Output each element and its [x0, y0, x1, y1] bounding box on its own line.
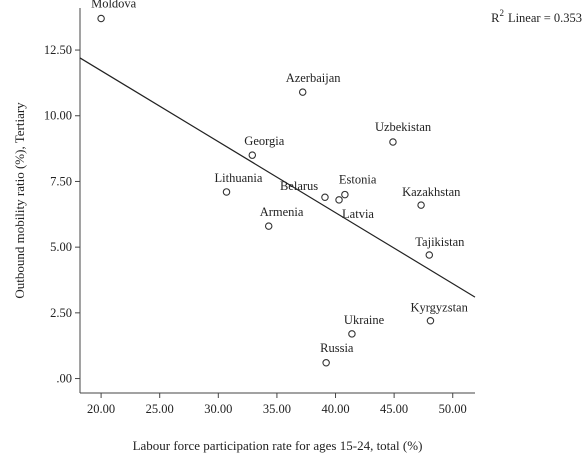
x-tick-label: 45.00: [380, 402, 408, 416]
y-axis-ticks: .00 2.50 5.00 7.50 10.00 12.50: [44, 43, 80, 386]
x-tick-label: 40.00: [321, 402, 349, 416]
data-point: [426, 316, 435, 325]
point-label: Uzbekistan: [375, 120, 432, 134]
point-labels: Moldova Azerbaijan Uzbekistan Georgia Lithua…: [91, 0, 469, 355]
point-label: Russia: [320, 341, 354, 355]
point-label: Lithuania: [215, 171, 263, 185]
point-label: Kazakhstan: [402, 185, 461, 199]
data-point: [417, 201, 425, 209]
x-tick-label: 50.00: [439, 402, 467, 416]
x-tick-label: 25.00: [146, 402, 174, 416]
plot-area: [79, 8, 475, 394]
r-squared-value: Linear = 0.353: [508, 11, 582, 25]
x-axis-ticks: 20.00 25.00 30.00 35.00 40.00 45.00 50.00: [87, 393, 467, 416]
regression-line: [79, 57, 476, 298]
data-point: [341, 190, 349, 199]
point-label: Kyrgyzstan: [410, 301, 468, 315]
y-tick-label: 12.50: [44, 43, 72, 57]
data-point: [264, 222, 273, 230]
x-axis-title: Labour force participation rate for ages…: [133, 438, 423, 453]
data-point: [248, 151, 257, 159]
y-tick-label: 2.50: [50, 306, 72, 320]
data-points: [97, 14, 435, 367]
data-point: [425, 251, 434, 259]
x-tick-label: 20.00: [87, 402, 115, 416]
r-squared-symbol: R: [491, 11, 500, 25]
y-tick-label: 10.00: [44, 109, 72, 123]
data-point: [321, 193, 329, 201]
y-tick-label: .00: [56, 372, 72, 386]
point-label: Ukraine: [344, 313, 385, 327]
data-point: [335, 196, 343, 204]
y-axis-title: Outbound mobility ratio (%), Tertiary: [12, 102, 27, 299]
x-tick-label: 30.00: [204, 402, 232, 416]
point-label: Azerbaijan: [286, 71, 342, 85]
y-tick-label: 5.00: [50, 240, 72, 254]
point-label: Armenia: [260, 205, 304, 219]
point-label: Moldova: [91, 0, 137, 11]
data-point: [97, 14, 105, 23]
data-point: [322, 359, 330, 367]
x-tick-label: 35.00: [263, 402, 291, 416]
point-label: Latvia: [342, 207, 374, 221]
point-label: Georgia: [244, 134, 284, 148]
data-point: [389, 138, 397, 146]
point-label: Belarus: [280, 179, 318, 193]
point-label: Tajikistan: [415, 235, 465, 249]
data-point: [348, 330, 356, 338]
r-squared-annotation: R2 Linear = 0.353: [491, 8, 582, 25]
point-label: Estonia: [339, 173, 377, 187]
y-tick-label: 7.50: [50, 174, 72, 188]
data-point: [222, 188, 231, 196]
r-squared-superscript: 2: [499, 8, 504, 18]
data-point: [298, 88, 307, 96]
